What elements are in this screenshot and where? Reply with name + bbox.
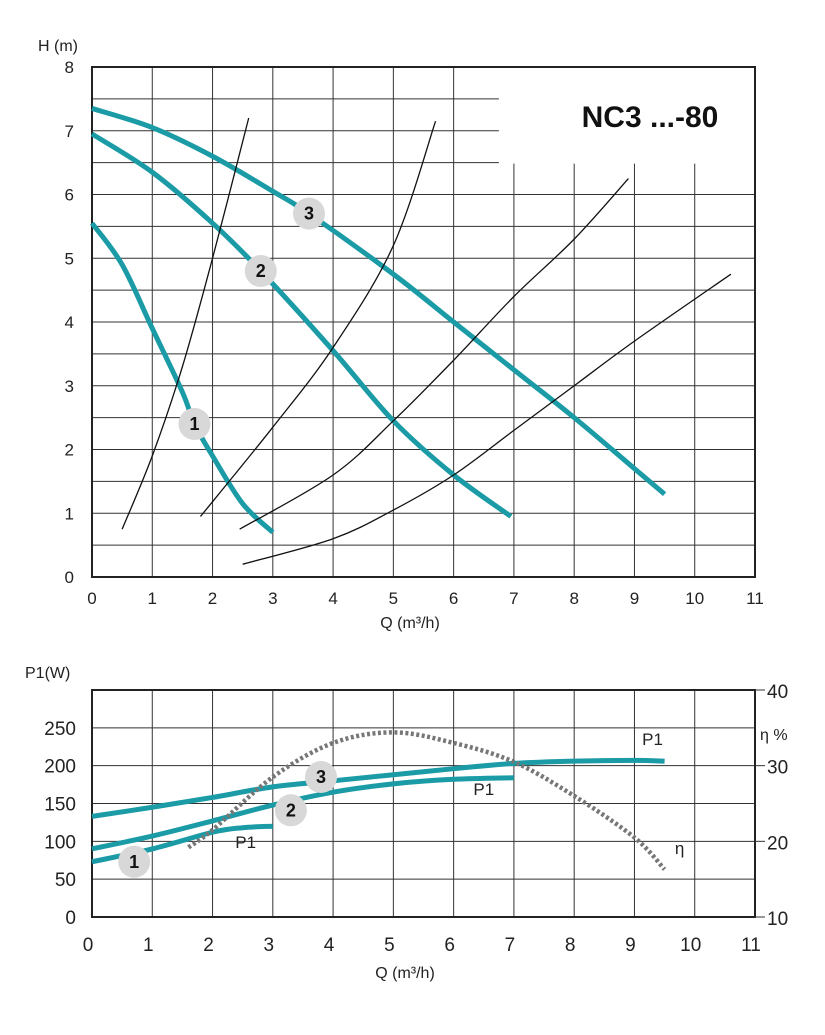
- y2-axis-title: η %: [760, 727, 788, 744]
- y2-tick-label: 10: [767, 909, 788, 930]
- x-tick-label: 0: [83, 935, 94, 956]
- y-tick-label: 8: [65, 58, 74, 77]
- curve-marker-label: 1: [189, 414, 199, 434]
- x-axis-title: Q (m³/h): [380, 615, 440, 632]
- y-tick-label: 100: [44, 832, 76, 853]
- chart-title: NC3 ...-80: [582, 101, 719, 134]
- x-tick-label: 7: [509, 589, 518, 608]
- x-tick-label: 9: [630, 589, 639, 608]
- x-tick-label: 2: [208, 589, 217, 608]
- pump-curve: [89, 221, 275, 535]
- x-tick-label: 0: [87, 589, 96, 608]
- y-tick-label: 2: [65, 441, 74, 460]
- x-tick-label: 6: [444, 935, 455, 956]
- x-tick-label: 9: [625, 935, 636, 956]
- y2-tick-label: 40: [767, 682, 788, 703]
- x-tick-label: 5: [384, 935, 395, 956]
- system-curve: [121, 117, 250, 530]
- y-tick-label: 6: [65, 186, 74, 205]
- system-curve: [239, 178, 629, 530]
- y-tick-label: 200: [44, 757, 76, 778]
- y-tick-label: 4: [65, 313, 74, 332]
- x-tick-label: 1: [148, 589, 157, 608]
- x-tick-label: 10: [685, 589, 704, 608]
- x-tick-label: 11: [741, 935, 761, 956]
- curve-label: P1: [473, 780, 494, 799]
- title-box: [498, 68, 754, 164]
- y-axis-title: H (m): [38, 38, 78, 55]
- x-tick-label: 5: [389, 589, 398, 608]
- system-curve: [199, 120, 437, 517]
- curve-marker: [244, 255, 277, 287]
- plot-frame: [91, 689, 756, 918]
- curve-label: P1: [642, 730, 663, 749]
- y-axis-title: P1(W): [25, 665, 70, 682]
- x-tick-label: 3: [264, 935, 275, 956]
- curve-marker: [118, 845, 151, 878]
- curve-marker: [305, 761, 338, 794]
- x-tick-label: 4: [328, 589, 337, 608]
- curve-marker-label: 2: [256, 261, 266, 281]
- curve-marker-label: 3: [304, 204, 314, 224]
- x-tick-label: 3: [268, 589, 277, 608]
- y-tick-label: 0: [65, 908, 76, 929]
- y-tick-label: 50: [55, 870, 76, 891]
- curve-marker: [274, 794, 307, 827]
- y-tick-label: 150: [44, 795, 76, 816]
- y-tick-label: 250: [44, 719, 76, 740]
- curve-marker-label: 3: [316, 767, 326, 787]
- power-curve: [91, 757, 665, 819]
- x-tick-label: 7: [505, 935, 516, 956]
- power-curve: [91, 775, 514, 852]
- curve-marker-label: 1: [129, 852, 139, 872]
- y2-tick-label: 30: [767, 758, 788, 779]
- pump-curve: [90, 131, 513, 519]
- y2-tick-label: 20: [767, 833, 788, 854]
- x-axis-title: Q (m³/h): [375, 965, 435, 982]
- efficiency-curve: [187, 730, 667, 871]
- curve-label: P1: [235, 833, 256, 852]
- y-tick-label: 5: [65, 249, 74, 268]
- curve-marker-label: 2: [286, 800, 296, 820]
- x-tick-label: 8: [569, 589, 578, 608]
- curve-marker: [178, 408, 211, 440]
- y-tick-label: 3: [65, 377, 74, 396]
- head-flow-chart: NC3 ...-80 0 1 2 3 4 5 6 7 8 9 10 11 0 1 2 3 4 5 6 7 8 H (m) Q …: [38, 38, 764, 632]
- x-tick-label: 11: [746, 589, 764, 608]
- pump-curve: [91, 106, 667, 497]
- system-curve: [242, 273, 732, 565]
- x-tick-label: 2: [203, 935, 214, 956]
- x-tick-label: 4: [324, 935, 335, 956]
- x-tick-label: 6: [449, 589, 458, 608]
- x-tick-label: 10: [680, 935, 701, 956]
- curve-marker: [292, 197, 325, 230]
- curve-label: η: [675, 839, 684, 858]
- power-efficiency-chart: 0 1 2 3 4 5 6 7 8 9 10 1105010015020025010203040P1(…: [25, 665, 788, 982]
- y-tick-label: 7: [65, 122, 74, 141]
- x-tick-label: 1: [143, 935, 154, 956]
- plot-frame: [91, 66, 756, 578]
- y-tick-label: 1: [65, 504, 74, 523]
- x-tick-label: 8: [565, 935, 576, 956]
- y-tick-label: 0: [65, 568, 74, 587]
